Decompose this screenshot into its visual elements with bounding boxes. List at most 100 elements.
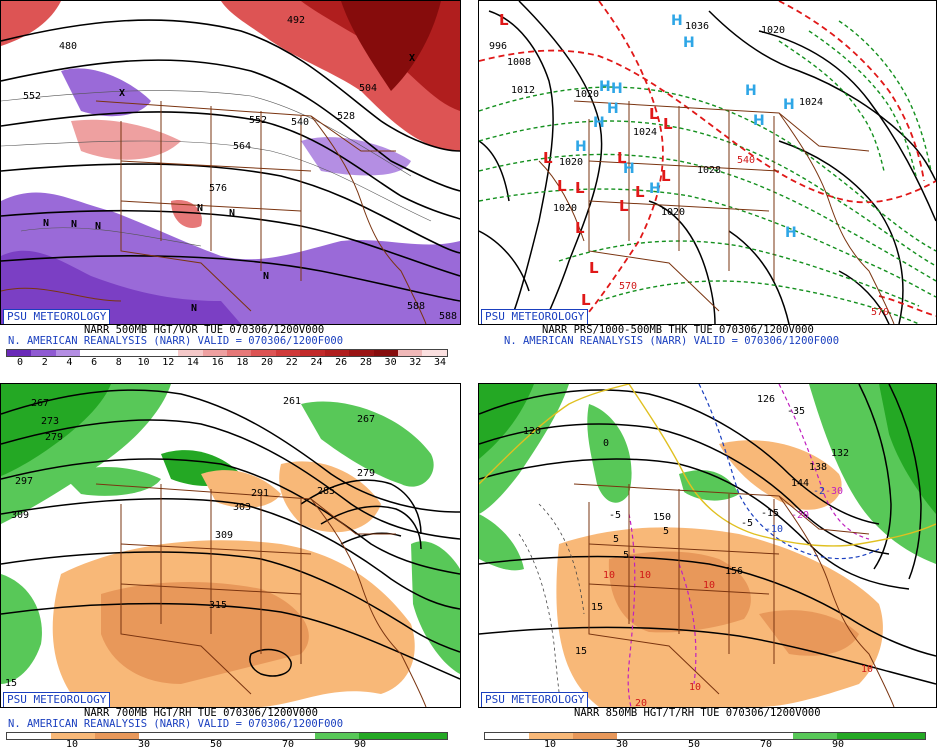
low-pressure-marker: L [499,11,509,29]
contour-label: 0 [603,438,609,449]
rh-colorbar-ticks: 10 30 50 70 90 [484,740,924,750]
vorticity-max-marker: X [119,88,125,99]
contour-label: 480 [59,41,77,52]
contour-label: 309 [11,510,29,521]
contour-label: 15 [5,678,17,689]
contour-label: 528 [337,111,355,122]
vorticity-red-region [341,1,441,91]
vorticity-min-marker: N [43,218,49,229]
vorticity-purple-region [301,137,411,176]
contour-label: 303 [233,502,251,513]
rh-green-region [61,467,161,496]
contour-label: 1024 [799,97,823,108]
vorticity-min-marker: N [197,203,203,214]
contour-label: 552 [249,115,267,126]
contour-label: 1020 [559,157,583,168]
contour-label: 5 [613,534,619,545]
colorbar-tick-label: 32 [409,357,422,368]
colorbar-swatch [349,350,374,356]
vorticity-red-region [1,1,61,46]
low-pressure-marker: L [543,149,553,167]
low-pressure-marker: L [619,197,629,215]
colorbar-swatch [373,350,398,356]
contour-label: 540 [737,155,755,166]
contour-label: 1020 [553,203,577,214]
contour-label: -15 [761,508,779,519]
high-pressure-markers: H H H H H H H H H H H H H [575,13,797,241]
contour-label: 5 [623,550,629,561]
colorbar-tick-label: 8 [115,357,122,368]
colorbar-swatch [104,350,130,356]
low-pressure-markers: L L L L L L L L L L L L L [499,11,673,309]
colorbar-tick-label: 70 [759,739,773,750]
rh-colorbar [484,732,926,740]
colorbar-tick-label: 90 [353,739,367,750]
colorbar-tick-label: 90 [831,739,845,750]
colorbar-tick-label: 6 [91,357,98,368]
contour-label: 120 [523,426,541,437]
colorbar-swatch [300,350,325,356]
contour-label: 540 [291,117,309,128]
rh-green-region [479,514,524,571]
contour-labels: 126 -35 120 132 138 144 150 156 -5 -5 -1… [523,394,873,707]
contour-label: 504 [359,83,377,94]
map-frame: 492 480 552 504 528 552 540 564 576 588 … [0,0,461,325]
chart-caption: NARR 500MB HGT/VOR TUE 070306/1200V000 [84,324,325,336]
high-pressure-marker: H [783,97,795,113]
colorbar-swatch [55,350,81,356]
contour-label: -5 [609,510,621,521]
colorbar-tick-label: 24 [310,357,323,368]
chart-caption: NARR 700MB HGT/RH TUE 070306/1200V000 [84,707,318,719]
high-pressure-marker: H [649,181,661,197]
vorticity-min-marker: N [71,219,77,230]
rh-colorbar-ticks: 10 30 50 70 90 [6,740,446,750]
colorbar-tick-label: 12 [162,357,175,368]
colorbar-tick-label: 50 [687,739,701,750]
contour-label: 138 [809,462,827,473]
colorbar-tick-label: 22 [285,357,298,368]
rh-orange-region [719,440,842,510]
psu-meteorology-badge: PSU METEOROLOGY [481,309,589,324]
t850-map: 126 -35 120 132 138 144 150 156 -5 -5 -1… [479,384,936,707]
colorbar-tick-label: 30 [137,739,151,750]
contour-label: 10 [703,580,715,591]
contour-label: 267 [31,398,49,409]
contour-label: 273 [41,416,59,427]
high-pressure-marker: H [671,13,683,29]
contour-label: 1028 [697,165,721,176]
contour-label: 576 [209,183,227,194]
contour-label: -2 [813,486,825,497]
contour-label: 150 [653,512,671,523]
contour-label: 564 [233,141,251,152]
contour-label: 996 [489,41,507,52]
rh-green-region [587,404,632,503]
panel-700mb-rh: 267 273 261 267 279 291 297 303 309 309 … [0,383,461,750]
colorbar-tick-label: 10 [65,739,79,750]
colorbar-tick-label: 18 [236,357,249,368]
colorbar-tick-label: 34 [433,357,447,368]
colorbar-swatch [178,350,203,356]
contour-label: 285 [317,486,335,497]
contour-label: -10 [765,524,783,535]
rh-green-region [679,470,739,501]
contour-label: 309 [215,530,233,541]
contour-label: -30 [825,486,843,497]
contour-label: 15 [575,646,587,657]
contour-label: 588 [407,301,425,312]
high-pressure-marker: H [753,113,765,129]
map-frame: 126 -35 120 132 138 144 150 156 -5 -5 -1… [478,383,937,708]
high-pressure-marker: H [607,101,619,117]
panel-850mb-temp-rh: 126 -35 120 132 138 144 150 156 -5 -5 -1… [478,383,937,750]
contour-label: 1020 [575,89,599,100]
low-pressure-marker: L [581,291,591,309]
colorbar-tick-label: 14 [186,357,199,368]
contour-label: 15 [591,602,603,613]
psu-meteorology-badge: PSU METEOROLOGY [3,692,111,707]
contour-labels: 492 480 552 504 528 552 540 564 576 588 … [23,15,457,322]
rh-green-region [301,401,434,487]
rh-green-region [1,574,42,684]
colorbar-swatch [7,350,32,356]
contour-label: 10 [639,570,651,581]
colorbar-tick-label: 10 [137,357,150,368]
contour-label: 570 [619,281,637,292]
